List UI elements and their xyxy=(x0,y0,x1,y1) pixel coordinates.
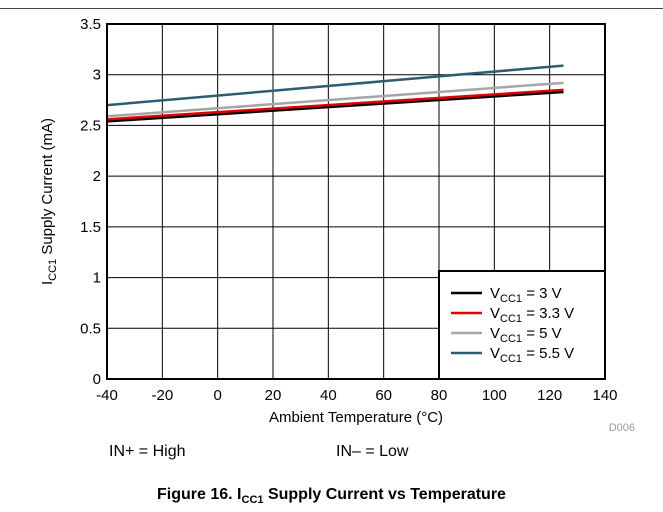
condition-in-plus: IN+ = High xyxy=(109,443,186,460)
y-tick-label: 1 xyxy=(93,270,101,287)
y-axis-title: ICC1 Supply Current (mA) xyxy=(39,118,59,285)
x-tick-label: -20 xyxy=(151,387,173,404)
legend-label: VCC1 = 3.3 V xyxy=(490,305,574,325)
x-tick-label: 20 xyxy=(265,387,282,404)
plot-frame xyxy=(106,23,606,380)
y-tick-label: 3.5 xyxy=(80,16,101,33)
x-tick-label: 0 xyxy=(213,387,221,404)
x-tick-label: -40 xyxy=(96,387,118,404)
x-tick-label: 140 xyxy=(592,387,617,404)
y-tick-label: 3 xyxy=(93,67,101,84)
top-rule xyxy=(0,8,663,9)
legend-label: VCC1 = 5.5 V xyxy=(490,345,574,365)
x-tick-label: 40 xyxy=(320,387,337,404)
y-tick-label: 2.5 xyxy=(80,117,101,134)
x-tick-label: 100 xyxy=(482,387,507,404)
y-tick-label: 0 xyxy=(93,371,101,388)
series-line xyxy=(106,81,564,118)
condition-in-minus: IN– = Low xyxy=(336,443,409,460)
series-line xyxy=(106,64,564,107)
x-axis-title: Ambient Temperature (°C) xyxy=(269,409,443,426)
plot-id-tag: D006 xyxy=(609,422,635,434)
legend-label: VCC1 = 5 V xyxy=(490,325,562,345)
caption-subscript: CC1 xyxy=(241,494,264,507)
caption-suffix: Supply Current vs Temperature xyxy=(263,486,506,503)
y-tick-label: 1.5 xyxy=(80,219,101,236)
x-tick-label: 60 xyxy=(375,387,392,404)
legend-box xyxy=(438,270,606,380)
series-line xyxy=(106,90,564,123)
legend-label: VCC1 = 3 V xyxy=(490,285,562,305)
caption-prefix: Figure 16. I xyxy=(157,486,242,503)
y-tick-label: 2 xyxy=(93,168,101,185)
supply-current-chart: -40 -20 0 20 40 60 80 100 120 140 0 0.5 1 1.5 2 2.5 3 3.5… xyxy=(39,16,635,434)
figure-caption: Figure 16. ICC1 Supply Current vs Temper… xyxy=(0,486,663,506)
y-tick-label: 0.5 xyxy=(80,320,101,337)
x-tick-label: 120 xyxy=(537,387,562,404)
x-tick-label: 80 xyxy=(431,387,448,404)
series-line xyxy=(106,88,564,121)
